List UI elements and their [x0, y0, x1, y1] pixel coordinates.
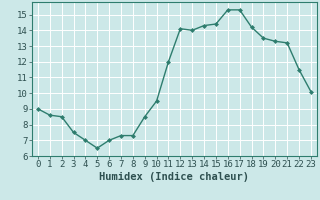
- X-axis label: Humidex (Indice chaleur): Humidex (Indice chaleur): [100, 172, 249, 182]
